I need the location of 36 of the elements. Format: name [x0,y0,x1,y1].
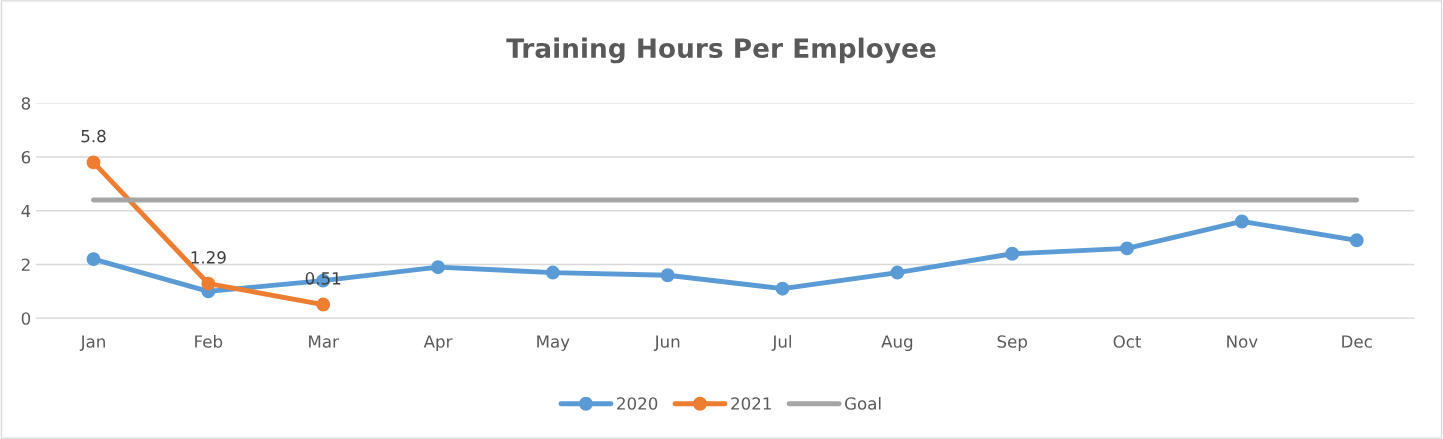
point [431,260,445,275]
point [545,265,560,280]
point [660,268,675,283]
y-tick-label: 6 [21,150,31,164]
data-label: 1.29 [191,251,226,264]
y-tick-label: 0 [21,312,31,325]
x-tick-label: Apr [423,335,453,352]
point [1349,233,1364,248]
x-tick-label: Mar [309,335,339,348]
x-tick-label: Jul [771,334,792,351]
legend-label: 2021 [731,397,771,410]
x-tick-label: Jan [79,335,105,351]
x-tick-label: Oct [1113,335,1142,348]
x-tick-label: Aug [881,335,913,352]
legend-label: Goal [845,396,881,410]
legend-label: 2020 [617,397,658,410]
chart-title: Training Hours Per Employee [506,37,936,64]
point [1120,241,1134,256]
point [1005,246,1020,261]
point [1234,214,1249,229]
x-tick-label: Dec [1342,335,1372,348]
point [86,155,101,170]
point [201,276,216,291]
x-tick-label: May [537,335,570,352]
point [775,281,790,296]
x-tick-label: Feb [195,334,223,348]
y-tick-label: 2 [21,258,30,271]
point [890,265,905,280]
y-tick-label: 4 [21,204,31,218]
x-tick-label: Nov [1227,335,1258,348]
y-tick-label: 8 [21,97,31,110]
x-tick-label: Sep [997,335,1027,352]
point [316,297,331,312]
point [86,252,101,267]
data-label: 5.8 [81,129,106,143]
x-tick-label: Jun [653,335,680,351]
